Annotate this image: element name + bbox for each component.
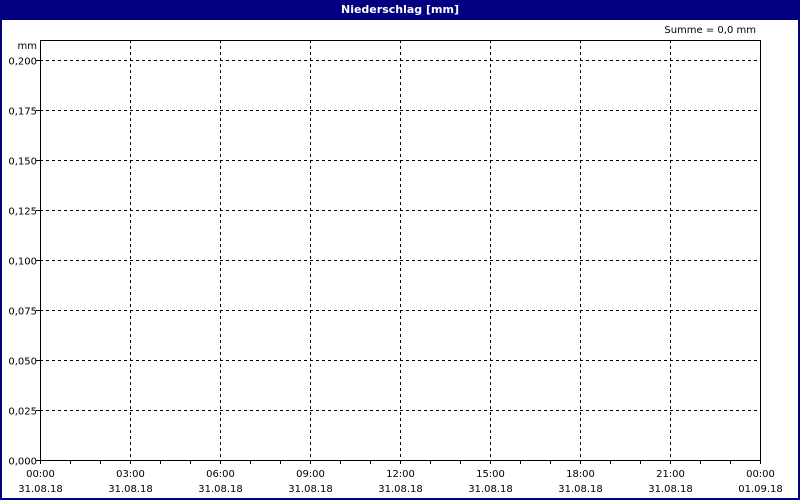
y-tick-label: 0,200: [8, 57, 37, 68]
y-axis-unit: mm: [18, 41, 37, 52]
x-tick-time: 15:00: [476, 469, 505, 480]
x-tick-date: 31.08.18: [378, 484, 423, 495]
x-tick-time: 18:00: [566, 469, 595, 480]
x-tick-date: 31.08.18: [468, 484, 513, 495]
sum-label: Summe = 0,0 mm: [664, 25, 756, 36]
x-tick-date: 31.08.18: [288, 484, 333, 495]
x-tick-time: 12:00: [386, 469, 415, 480]
y-tick-label: 0,050: [8, 357, 37, 368]
y-tick-label: 0,100: [8, 257, 37, 268]
y-tick-label: 0,125: [8, 207, 37, 218]
plot-frame: [40, 40, 761, 461]
x-tick-date: 01.09.18: [738, 484, 783, 495]
x-tick-time: 06:00: [206, 469, 235, 480]
x-tick-time: 03:00: [116, 469, 145, 480]
y-tick-label: 0,175: [8, 107, 37, 118]
title-bar: Niederschlag [mm]: [0, 0, 800, 20]
y-tick-label: 0,075: [8, 307, 37, 318]
x-tick-date: 31.08.18: [198, 484, 243, 495]
x-tick-time: 09:00: [296, 469, 325, 480]
y-tick-label: 0,025: [8, 407, 37, 418]
x-tick-time: 00:00: [746, 469, 775, 480]
x-tick-time: 21:00: [656, 469, 685, 480]
y-tick-label: 0,150: [8, 157, 37, 168]
x-tick-date: 31.08.18: [18, 484, 63, 495]
x-tick-date: 31.08.18: [558, 484, 603, 495]
y-tick-label: 0,000: [8, 457, 37, 468]
x-tick-date: 31.08.18: [648, 484, 693, 495]
x-tick-time: 00:00: [26, 469, 55, 480]
x-tick-date: 31.08.18: [108, 484, 153, 495]
